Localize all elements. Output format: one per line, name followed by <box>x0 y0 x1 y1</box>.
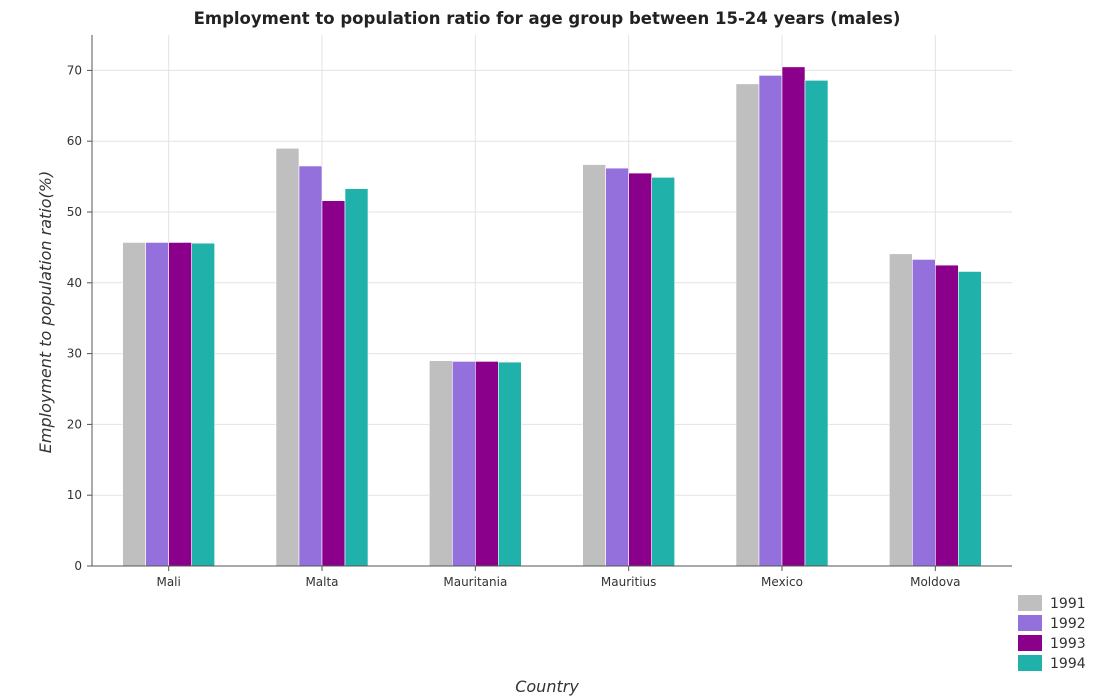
legend-label-1991: 1991 <box>1050 596 1086 612</box>
bar-mauritania-1994 <box>498 361 522 567</box>
bar-mauritania-1992 <box>452 361 476 567</box>
bar-mexico-1994 <box>804 80 829 567</box>
bar-mexico-1992 <box>758 75 783 567</box>
bar-mexico-1991 <box>735 83 760 567</box>
bar-malta-1991 <box>275 147 300 567</box>
legend: 1991 1992 1993 1994 <box>1018 595 1086 672</box>
y-tick-label: 40 <box>67 276 82 290</box>
bar-malta-1993 <box>321 200 346 567</box>
legend-swatch-1994 <box>1018 655 1042 671</box>
legend-swatch-1992 <box>1018 615 1042 631</box>
bar-malta-1994 <box>344 188 369 567</box>
legend-swatch-1993 <box>1018 635 1042 651</box>
y-tick-label: 70 <box>67 63 82 77</box>
y-tick-label: 30 <box>67 347 82 361</box>
bar-mexico-1993 <box>781 66 806 567</box>
legend-label-1994: 1994 <box>1050 656 1086 672</box>
bar-malta-1992 <box>298 165 323 567</box>
y-tick-label: 0 <box>74 559 82 573</box>
x-tick-label: Mauritius <box>601 575 656 589</box>
legend-label-1992: 1992 <box>1050 616 1086 632</box>
bar-mauritius-1994 <box>651 177 675 567</box>
legend-label-1993: 1993 <box>1050 636 1086 652</box>
y-tick-label: 10 <box>67 488 82 502</box>
y-tick-label: 20 <box>67 417 82 431</box>
gridlines <box>92 35 1012 567</box>
x-tick-label: Mali <box>156 575 180 589</box>
x-axis-label: Country <box>515 677 579 696</box>
x-tick-label: Malta <box>305 575 338 589</box>
bar-moldova-1991 <box>889 253 913 567</box>
bar-moldova-1993 <box>935 264 959 567</box>
bar-mauritius-1993 <box>628 172 652 567</box>
y-axis-label: Employment to population ratio(%) <box>36 171 55 453</box>
bar-moldova-1992 <box>912 259 936 567</box>
legend-swatch-1991 <box>1018 595 1042 611</box>
bar-mali-1992 <box>145 242 169 567</box>
y-tick-label: 60 <box>67 134 82 148</box>
axes: 0 10 20 30 40 50 60 70 Mali Malta Mauritania Maurit… <box>67 35 1012 589</box>
bar-moldova-1994 <box>958 271 982 567</box>
y-tick-label: 50 <box>67 205 82 219</box>
x-tick-label: Mauritania <box>443 575 507 589</box>
bar-mauritius-1992 <box>605 167 629 567</box>
x-tick-label: Moldova <box>910 575 960 589</box>
chart-title: Employment to population ratio for age g… <box>194 9 901 28</box>
bar-mauritania-1991 <box>429 360 453 567</box>
bar-mauritius-1991 <box>582 164 606 567</box>
bar-mauritania-1993 <box>475 361 499 567</box>
bar-mali-1991 <box>122 242 146 567</box>
bars <box>122 66 982 567</box>
x-tick-label: Mexico <box>761 575 803 589</box>
bar-mali-1993 <box>168 242 192 567</box>
bar-mali-1994 <box>191 242 215 567</box>
